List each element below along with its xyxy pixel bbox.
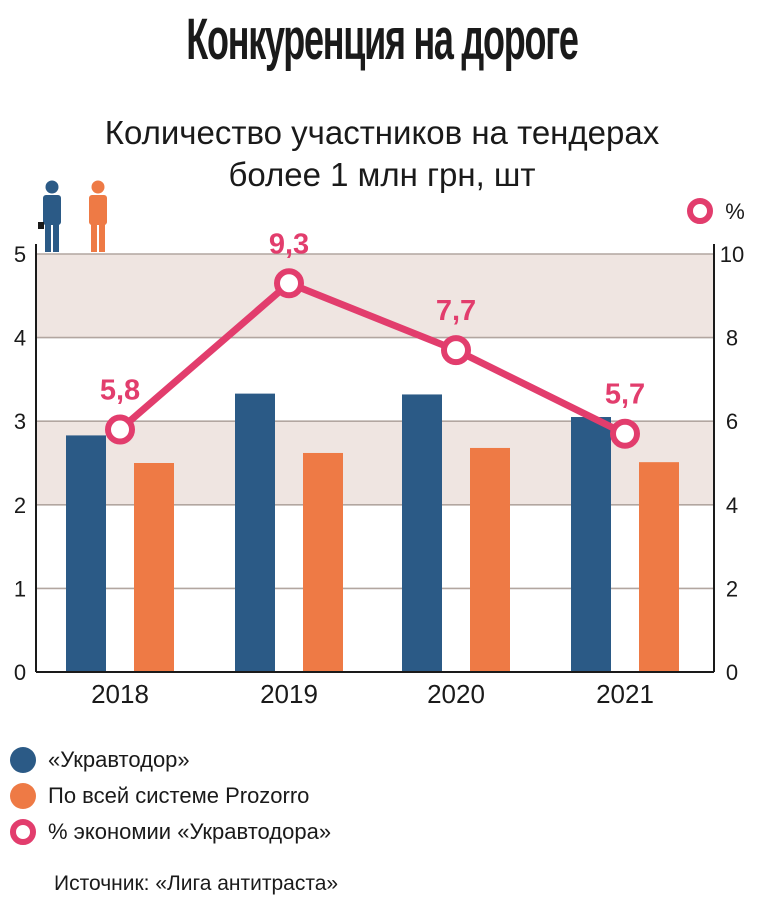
y-right-unit-label: % <box>725 199 745 224</box>
y-left-tick-label: 0 <box>14 660 26 685</box>
person-leg <box>45 224 51 252</box>
y-left-tick-label: 4 <box>14 326 26 351</box>
bar-prozorro <box>303 452 343 672</box>
person-head <box>91 180 105 194</box>
bar-prozorro <box>639 462 679 672</box>
legend-label-ukravtodor: «Укравтодор» <box>48 747 190 772</box>
person-blue-icon <box>43 180 61 252</box>
x-tick-label: 2019 <box>260 679 318 709</box>
band-4-5 <box>36 254 714 338</box>
legend: «Укравтодор» По всей системе Prozorro % … <box>10 742 331 850</box>
briefcase-icon <box>38 222 44 229</box>
person-leg <box>53 224 59 252</box>
person-orange-icon <box>89 180 107 252</box>
legend-swatch-prozorro <box>10 783 36 809</box>
data-label-savings: 7,7 <box>436 295 476 327</box>
people-icon <box>38 180 107 252</box>
person-leg <box>99 224 105 252</box>
person-head <box>45 180 59 194</box>
legend-label-prozorro: По всей системе Prozorro <box>48 783 310 808</box>
legend-swatch-ukravtodor <box>10 747 36 773</box>
x-tick-label: 2020 <box>427 679 485 709</box>
legend-label-savings: % экономии «Укравтодора» <box>48 819 332 844</box>
chart-title-line-2: более 1 млн грн, шт <box>228 156 536 193</box>
bar-prozorro <box>134 463 174 672</box>
x-tick-label: 2018 <box>91 679 149 709</box>
legend-swatch-savings <box>10 819 36 845</box>
y-right-tick-label: 4 <box>726 493 738 518</box>
bar-ukravtodor <box>402 394 442 672</box>
combo-chart: 0 1 2 3 4 5 0 2 4 6 8 10 2018 2019 2020 2021 5,8 9,3 7,7 5,… <box>14 180 745 709</box>
source-note: Источник: «Лига антитраста» <box>54 872 339 895</box>
y-right-tick-label: 0 <box>726 660 738 685</box>
data-label-savings: 5,8 <box>100 375 140 407</box>
y-right-tick-label: 2 <box>726 576 738 601</box>
bar-ukravtodor <box>571 417 611 672</box>
data-label-savings: 9,3 <box>269 228 309 260</box>
person-body <box>43 195 61 225</box>
y-right-tick-label: 6 <box>726 409 738 434</box>
person-body <box>89 195 107 225</box>
bar-ukravtodor <box>235 393 275 672</box>
legend-item-savings: % экономии «Укравтодора» <box>10 814 331 850</box>
y-left-tick-label: 3 <box>14 409 26 434</box>
person-leg <box>91 224 97 252</box>
y-left-tick-label: 5 <box>14 242 26 267</box>
x-tick-label: 2021 <box>596 679 654 709</box>
point-savings <box>105 414 135 445</box>
line-savings <box>117 279 627 437</box>
y-right-tick-label: 8 <box>726 326 738 351</box>
bar-ukravtodor <box>66 435 106 672</box>
y-left-tick-label: 2 <box>14 493 26 518</box>
bar-prozorro <box>470 447 510 672</box>
chart-title: Количество участников на тендерах более … <box>0 112 764 196</box>
chart-title-line-1: Количество участников на тендерах <box>104 114 660 151</box>
point-savings <box>274 268 304 299</box>
legend-item-prozorro: По всей системе Prozorro <box>10 778 331 814</box>
y-left-tick-label: 1 <box>14 576 26 601</box>
point-savings <box>441 335 471 366</box>
y-right-tick-label: 10 <box>720 242 744 267</box>
legend-item-ukravtodor: «Укравтодор» <box>10 742 331 778</box>
data-label-savings: 5,7 <box>605 379 645 411</box>
point-savings <box>610 418 640 449</box>
headline: Конкуренция на дороге <box>186 7 579 72</box>
percent-marker-icon <box>687 198 713 224</box>
